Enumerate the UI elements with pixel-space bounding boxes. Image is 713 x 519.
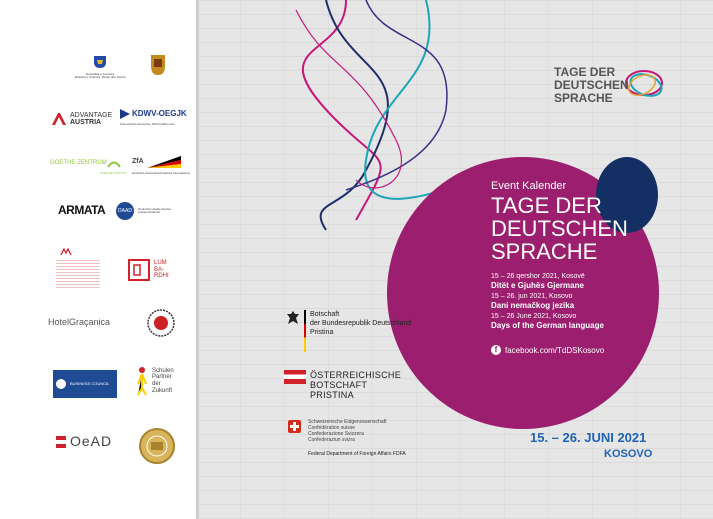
oead-logo: OeAD xyxy=(56,433,113,449)
main-title: TAGE DER DEUTSCHEN SPRACHE xyxy=(491,194,628,263)
goethe-text: GOETHE-ZENTRUM xyxy=(50,160,107,166)
goethe-institut-logo: GOETHE INSTITUT xyxy=(100,158,127,175)
festival-dates: 15. – 26. JUNI 2021 xyxy=(530,430,647,445)
event-list: 15 – 26 qershor 2021, Kosovë Ditët e Gju… xyxy=(491,272,604,330)
austrian-embassy-line: ÖSTERREICHISCHE xyxy=(310,370,402,380)
title-line-3: SPRACHE xyxy=(491,239,598,264)
armata-text: ARMATA xyxy=(58,203,106,217)
navy-circle xyxy=(596,157,658,233)
schulen-figure-icon xyxy=(137,367,147,396)
german-embassy-line: Botschaft xyxy=(310,311,340,318)
swiss-line: Confédération suisse xyxy=(308,425,355,431)
brand-line-2: DEUTSCHEN xyxy=(554,78,629,92)
prishtina-crest-icon xyxy=(151,55,165,75)
swiss-department: Federal Department of Foreign Affairs FD… xyxy=(308,451,406,457)
german-flag-bar xyxy=(304,310,306,352)
kdwv-logo: KDWV-OEGJK Kosovarisch-Deutscher Wirtsch… xyxy=(120,109,187,126)
german-embassy: Botschaft der Bundesrepublik Deutschland… xyxy=(310,310,411,337)
daad-logo: DAAD Deutscher Akademischer Austauschdie… xyxy=(116,202,188,220)
event-date: 15 – 26 qershor 2021, Kosovë xyxy=(491,273,585,280)
german-eagle-icon xyxy=(287,311,299,324)
swiss-embassy: Schweizerische Eidgenossenschaft Confédé… xyxy=(308,419,386,443)
chinese-logo-icon xyxy=(60,248,72,256)
daad-subtitle: Deutscher Akademischer Austauschdienst xyxy=(138,206,172,214)
title-line-1: TAGE DER xyxy=(491,193,602,218)
kdwv-text: KDWV-OEGJK xyxy=(132,108,187,118)
festival-location: KOSOVO xyxy=(604,448,653,460)
armata-logo: ARMATA xyxy=(58,203,106,217)
austrian-embassy-line: BOTSCHAFT xyxy=(310,380,368,390)
kdwv-arrow-icon xyxy=(120,109,130,119)
brand-title: TAGE DER DEUTSCHEN SPRACHE xyxy=(554,66,629,105)
zfa-text: ZfA xyxy=(132,158,144,166)
advantage-austria-logo: ADVANTAGE AUSTRIA xyxy=(52,112,112,126)
partner-seal-icon xyxy=(147,309,175,337)
hotel-text: HotelGraçanica xyxy=(48,317,111,327)
hotel-logo: HotelGraçanica xyxy=(48,317,111,328)
advantage-a-icon xyxy=(52,113,66,125)
austrian-embassy: ÖSTERREICHISCHE BOTSCHAFT PRISTINA xyxy=(310,370,401,400)
swiss-line: Confederaziun svizra xyxy=(308,437,355,443)
zfa-logo: ZfA Deutsche Auslandsschularbeit Interna… xyxy=(132,156,190,175)
kosovo-ministry-logo: Republika e Kosovës Ministria e Kulturës… xyxy=(60,55,140,80)
brand-line-3: SPRACHE xyxy=(554,91,613,105)
event-calendar-label: Event Kalender xyxy=(491,180,567,192)
event-name: Days of the German language xyxy=(491,321,604,330)
lumbardhi-logo: LUM BA- RDHI xyxy=(128,259,176,281)
event-name: Dani nemačkog jezika xyxy=(491,301,575,310)
schulen-partner-logo: Schulen Partner der Zukunft xyxy=(136,366,180,396)
brand-line-1: TAGE DER xyxy=(554,65,616,79)
brand-swirl-icon xyxy=(625,70,663,97)
chair-icon xyxy=(128,259,150,281)
swiss-flag-icon xyxy=(288,420,301,433)
zfa-flag-icon xyxy=(146,156,181,168)
austrian-flag-icon xyxy=(284,370,306,384)
multilingual-red-logo xyxy=(56,258,100,290)
goethe-institut-text: GOETHE INSTITUT xyxy=(100,171,127,175)
austrian-embassy-line: PRISTINA xyxy=(310,390,354,400)
event-name: Ditët e Gjuhës Gjermane xyxy=(491,281,584,290)
oead-bars-icon xyxy=(56,435,66,448)
german-embassy-line: Pristina xyxy=(310,329,334,336)
advantage-text: ADVANTAGE xyxy=(70,112,113,119)
kdwv-subtitle: Kosovarisch-Deutscher Wirtschaftsverein xyxy=(120,122,175,126)
business-council-text: BUSINESS COUNCIL xyxy=(70,380,110,386)
swiss-line: Confederazione Svizzera xyxy=(308,431,364,437)
gold-seal-icon xyxy=(139,428,175,464)
kosovo-emblem-icon xyxy=(94,56,106,68)
german-embassy-line: der Bundesrepublik Deutschland xyxy=(310,320,412,327)
facebook-icon: f xyxy=(491,345,501,355)
daad-circle-icon: DAAD xyxy=(116,202,134,220)
fold-line xyxy=(196,0,199,519)
goethe-logo: GOETHE-ZENTRUM xyxy=(50,160,107,167)
zfa-subtitle: Deutsche Auslandsschularbeit Internation… xyxy=(132,171,190,175)
austria-text: AUSTRIA xyxy=(70,119,102,126)
swiss-line: Schweizerische Eidgenossenschaft xyxy=(308,419,387,425)
title-line-2: DEUTSCHEN xyxy=(491,216,628,241)
event-date: 15 – 26 June 2021, Kosovo xyxy=(491,313,577,320)
business-council-icon xyxy=(56,379,66,389)
event-date: 15 – 26. jun 2021, Kosovo xyxy=(491,293,573,300)
business-council-logo: BUSINESS COUNCIL xyxy=(53,370,117,398)
goethe-icon xyxy=(106,161,121,168)
kosovo-caption: Republika e Kosovës Ministria e Kulturës… xyxy=(74,72,126,80)
schulen-text: Schulen Partner der Zukunft xyxy=(152,367,174,394)
decorative-lines xyxy=(295,0,497,231)
lumbardhi-text: LUM BA- RDHI xyxy=(154,260,169,280)
facebook-url: facebook.com/TdDSKosovo xyxy=(505,345,605,355)
facebook-link[interactable]: f facebook.com/TdDSKosovo xyxy=(491,345,604,355)
oead-text: OeAD xyxy=(70,433,113,449)
